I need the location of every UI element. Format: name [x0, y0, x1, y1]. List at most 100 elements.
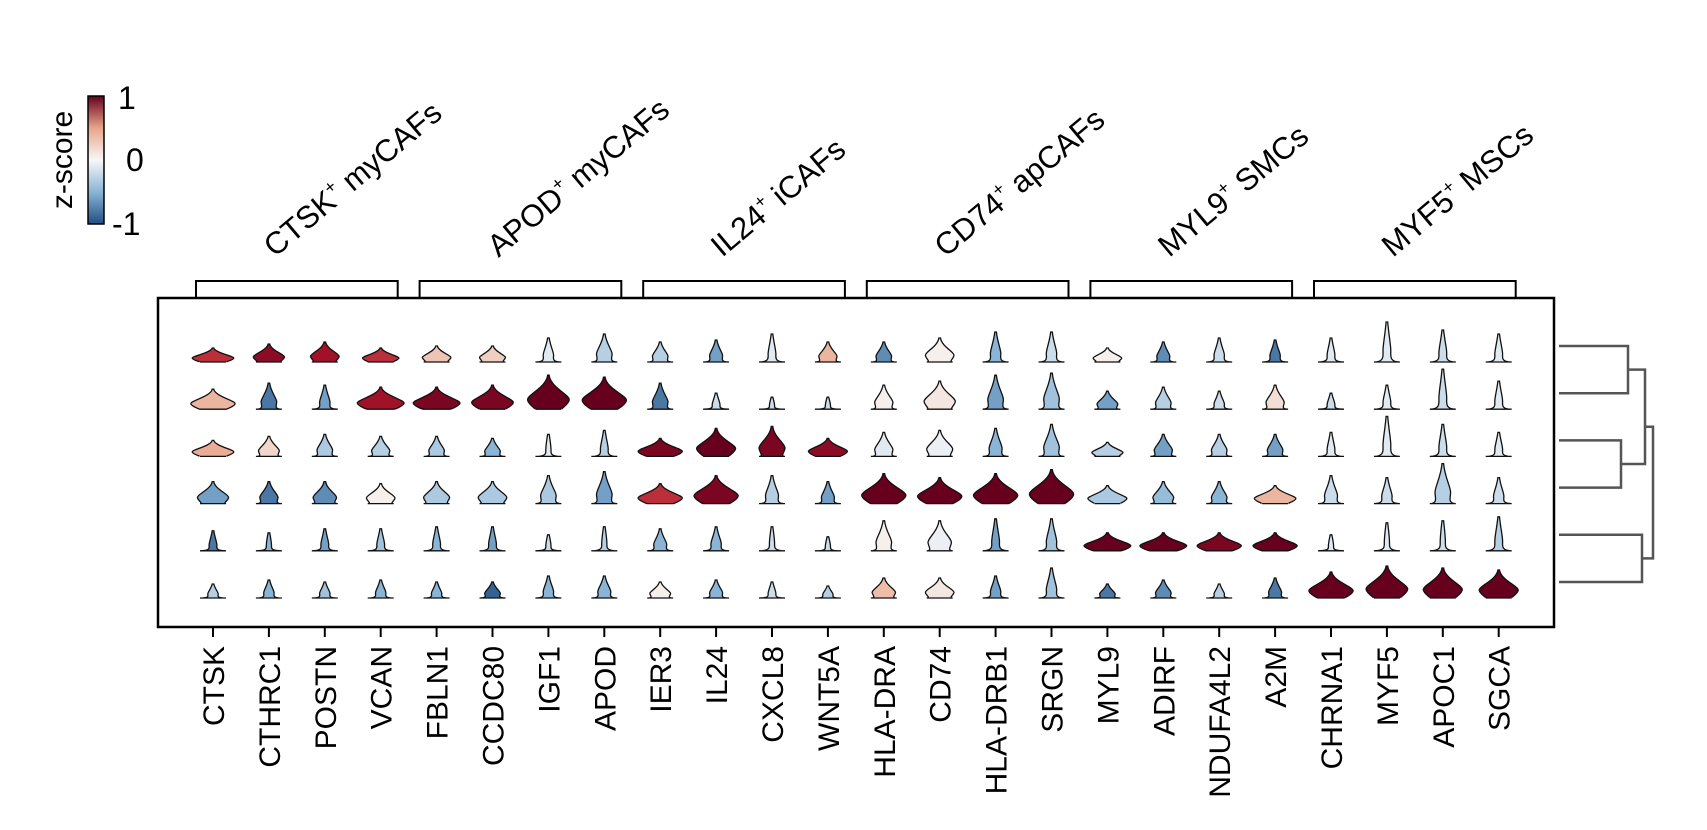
gene-label-wnt5a: WNT5A	[813, 646, 846, 751]
colorbar-label: z-score	[46, 111, 79, 209]
violin-cd74-row2	[923, 380, 956, 410]
group-label-ctsk: CTSK+ myCAFs	[256, 94, 448, 263]
violin-hla-dra-row5	[870, 520, 897, 552]
violin-chrna1-row5	[1317, 534, 1345, 552]
violin-igf1-row1	[535, 337, 562, 363]
violin-ier3-row5	[647, 528, 674, 552]
violin-hla-dra-row3	[870, 431, 897, 458]
group-bracket	[865, 280, 1070, 297]
violin-ndufa4l2-row4	[1206, 480, 1233, 505]
violin-myl9-row2	[1094, 390, 1121, 410]
violin-myl9-row5	[1083, 532, 1132, 552]
gene-label-a2m: A2M	[1260, 646, 1293, 708]
violin-ndufa4l2-row1	[1206, 337, 1233, 363]
gene-label-igf1: IGF1	[533, 646, 566, 713]
violin-ier3-row3	[637, 437, 683, 458]
dendrogram-link	[1559, 344, 1630, 395]
violin-adirf-row2	[1150, 386, 1177, 410]
violin-wnt5a-row3	[807, 437, 849, 458]
violin-cd74-row1	[924, 337, 955, 363]
violin-sgca-row3	[1485, 431, 1512, 458]
group-label-apod: APOD+ myCAFs	[480, 91, 676, 264]
colorbar: z-score 1 0 -1	[46, 80, 144, 242]
gene-label-vcan: VCAN	[366, 646, 399, 729]
violin-a2m-row2	[1262, 384, 1289, 410]
gene-label-postn: POSTN	[310, 646, 343, 749]
violin-cthrc1-row4	[255, 480, 282, 505]
violin-myf5-row4	[1373, 476, 1400, 505]
gene-label-hla-drb1: HLA-DRB1	[981, 646, 1014, 794]
violin-fbln1-row1	[421, 345, 452, 363]
group-label-myl9: MYL9+ SMCs	[1151, 117, 1315, 263]
violin-ier3-row6	[647, 581, 674, 599]
violin-hla-drb1-row3	[982, 427, 1009, 458]
gene-labels: CTSK CTHRC1 POSTN VCAN FBLN1 CCDC80 IGF1 APOD IE…	[198, 627, 1517, 798]
violin-hla-drb1-row6	[982, 575, 1009, 599]
violin-il24-row6	[703, 579, 730, 599]
violin-a2m-row5	[1252, 532, 1298, 552]
gene-label-ier3: IER3	[645, 646, 678, 713]
gene-label-chrna1: CHRNA1	[1316, 646, 1349, 769]
violin-adirf-row4	[1150, 480, 1177, 505]
colorbar-tick-max: 1	[118, 80, 136, 116]
gene-label-ctsk: CTSK	[198, 646, 231, 726]
gene-label-srgn: SRGN	[1037, 646, 1070, 733]
dendrogram-link	[1642, 425, 1655, 560]
gene-label-myl9: MYL9	[1092, 646, 1125, 724]
violin-cthrc1-row6	[255, 579, 282, 599]
violin-cthrc1-row2	[255, 382, 282, 410]
violin-adirf-row5	[1139, 532, 1188, 552]
plot-frame	[156, 296, 1556, 629]
violin-ctsk-row5	[199, 530, 227, 552]
violin-cxcl8-row1	[758, 333, 786, 363]
violin-a2m-row1	[1262, 339, 1289, 363]
violin-vcan-row4	[365, 482, 396, 505]
violin-ndufa4l2-row6	[1206, 583, 1233, 599]
violin-srgn-row4	[1028, 468, 1075, 505]
violin-wnt5a-row1	[814, 341, 841, 363]
gene-label-apoc1: APOC1	[1428, 646, 1461, 748]
violin-fbln1-row2	[412, 386, 461, 410]
violin-cxcl8-row4	[758, 474, 786, 505]
violin-fbln1-row3	[423, 435, 450, 458]
violin-myl9-row4	[1087, 484, 1128, 505]
violin-ccdc80-row3	[479, 437, 506, 458]
violin-cxcl8-row2	[758, 396, 786, 410]
violin-postn-row5	[311, 528, 338, 552]
violin-postn-row6	[311, 581, 338, 599]
violin-apod-row4	[591, 470, 618, 505]
violin-adirf-row6	[1150, 579, 1177, 599]
gene-label-adirf: ADIRF	[1148, 646, 1181, 736]
violin-hla-drb1-row1	[982, 331, 1009, 363]
group-bracket	[1089, 280, 1294, 297]
violin-cthrc1-row1	[252, 343, 286, 363]
violin-apoc1-row2	[1429, 368, 1456, 410]
violin-cxcl8-row5	[758, 526, 786, 552]
violin-apod-row2	[581, 376, 628, 410]
violin-ctsk-row6	[199, 583, 227, 599]
violin-ccdc80-row1	[478, 345, 507, 363]
violin-ccdc80-row2	[471, 384, 514, 410]
violin-apod-row5	[591, 526, 618, 552]
violin-myf5-row1	[1373, 321, 1400, 363]
violin-adirf-row1	[1150, 341, 1177, 363]
violin-myl9-row3	[1091, 441, 1124, 458]
violin-myf5-row5	[1373, 522, 1400, 552]
violin-srgn-row3	[1038, 423, 1065, 458]
violin-apoc1-row1	[1429, 329, 1456, 363]
violin-vcan-row3	[367, 435, 394, 458]
row-dendrogram	[1559, 344, 1655, 584]
group-bracket	[418, 280, 623, 297]
violin-wnt5a-row2	[814, 396, 841, 410]
violin-chrna1-row2	[1317, 392, 1345, 410]
violin-srgn-row2	[1038, 372, 1065, 410]
violin-ndufa4l2-row3	[1206, 433, 1233, 458]
dendrogram-link	[1559, 533, 1644, 584]
gene-label-ccdc80: CCDC80	[478, 646, 511, 766]
colorbar-gradient	[87, 95, 105, 225]
violin-cxcl8-row3	[758, 425, 786, 458]
violin-apod-row3	[591, 429, 618, 458]
violin-igf1-row2	[526, 374, 570, 410]
violin-wnt5a-row6	[814, 585, 841, 599]
violin-igf1-row4	[535, 474, 562, 505]
